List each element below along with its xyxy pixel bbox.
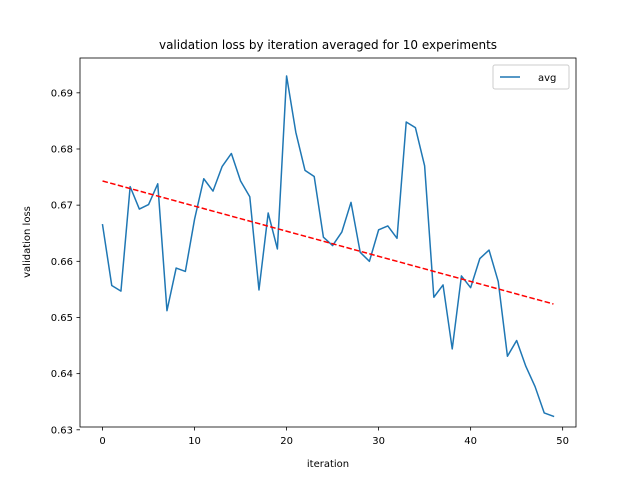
y-tick-label: 0.64 <box>51 369 73 380</box>
legend-label: avg <box>538 73 556 84</box>
y-tick-label: 0.66 <box>51 257 73 268</box>
x-tick-label: 0 <box>99 436 105 447</box>
series-line-avg <box>101 75 555 418</box>
trend-line <box>102 180 554 305</box>
y-axis-label: validation loss <box>22 206 33 278</box>
plot-area: 0 10 20 30 40 50 0.63 0.64 0.65 0.66 0.67 0.68 0.69 a… <box>51 57 577 447</box>
y-tick-label: 0.69 <box>51 88 73 99</box>
y-tick-label: 0.63 <box>51 425 73 436</box>
y-tick-label: 0.65 <box>51 313 73 324</box>
x-axis-label: iteration <box>307 459 349 470</box>
x-tick-label: 20 <box>280 436 293 447</box>
x-tick-label: 40 <box>464 436 477 447</box>
x-tick-label: 30 <box>372 436 385 447</box>
y-tick-label: 0.67 <box>51 201 73 212</box>
legend: avg <box>492 64 570 90</box>
chart-title: validation loss by iteration averaged fo… <box>159 38 497 52</box>
axes-frame <box>79 57 577 428</box>
x-tick-label: 10 <box>188 436 201 447</box>
x-tick-label: 50 <box>556 436 569 447</box>
y-tick-label: 0.68 <box>51 144 73 155</box>
legend-box <box>492 64 570 90</box>
